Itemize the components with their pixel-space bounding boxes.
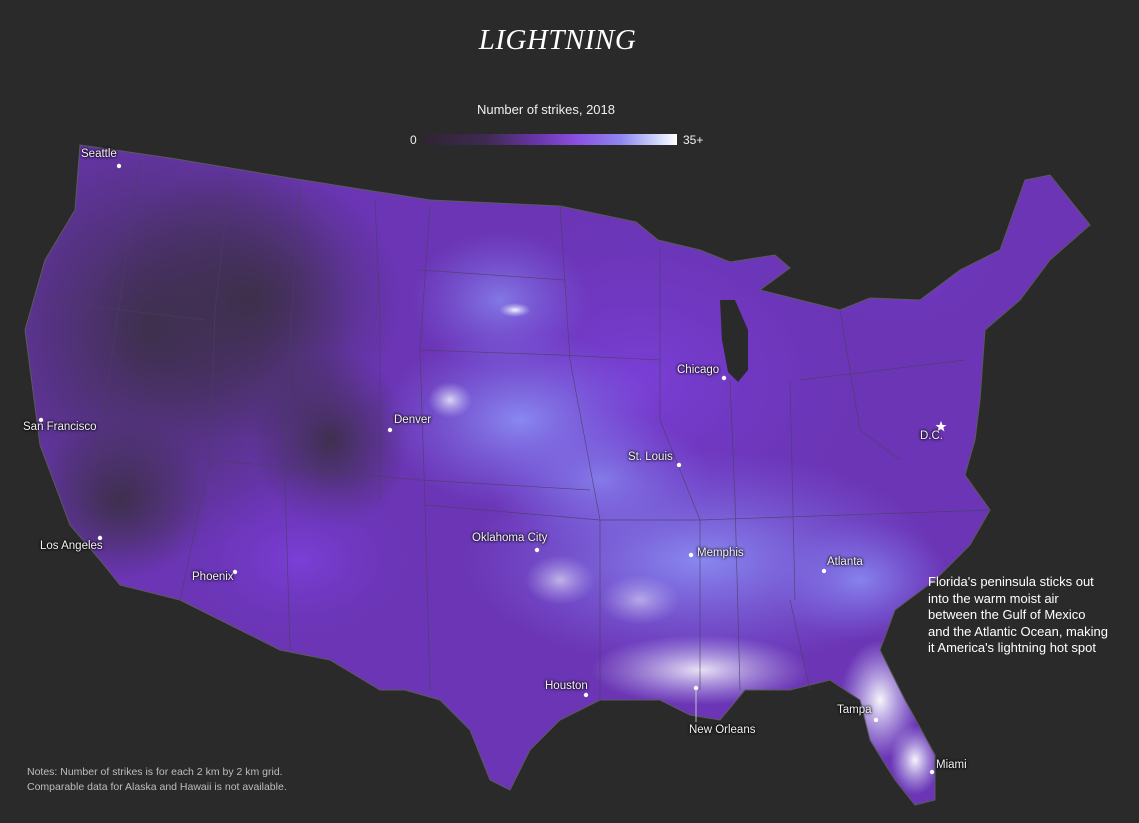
city-dot-phoenix [232, 569, 238, 575]
city-dot-atlanta [821, 568, 827, 574]
city-dot-chicago [721, 375, 727, 381]
legend-title: Number of strikes, 2018 [476, 102, 615, 117]
city-dot-houston [583, 692, 589, 698]
city-label-tampa: Tampa [837, 704, 872, 716]
legend-max-label: 35+ [683, 133, 704, 147]
city-label-atlanta: Atlanta [827, 556, 863, 568]
city-label-phoenix: Phoenix [192, 571, 234, 583]
city-label-memphis: Memphis [697, 547, 744, 559]
city-label-new-orleans: New Orleans [689, 724, 756, 736]
city-label-dc: D.C. [920, 430, 943, 442]
city-dot-san-francisco [38, 417, 44, 423]
legend-min-label: 0 [410, 133, 417, 147]
dc-capital-star-icon [935, 421, 947, 432]
city-dot-denver [387, 427, 393, 433]
city-dot-los-angeles [97, 535, 103, 541]
city-dot-tampa [873, 717, 879, 723]
city-label-san-francisco: San Francisco [23, 421, 97, 433]
city-dot-st-louis [676, 462, 682, 468]
city-dot-oklahoma-city [534, 547, 540, 553]
city-dot-seattle [116, 163, 122, 169]
city-label-oklahoma-city: Oklahoma City [472, 532, 548, 544]
lake-michigan [720, 300, 748, 382]
city-label-chicago: Chicago [677, 364, 720, 376]
state-boundaries [39, 159, 991, 700]
city-dot-miami [929, 769, 935, 775]
footnotes: Notes: Number of strikes is for each 2 k… [27, 765, 287, 795]
city-label-los-angeles: Los Angeles [40, 540, 103, 552]
florida-annotation: Florida's peninsula sticks out into the … [928, 574, 1108, 655]
map-title: LIGHTNING [478, 24, 637, 56]
city-label-houston: Houston [545, 680, 588, 692]
city-dot-memphis [688, 552, 694, 558]
city-label-st-louis: St. Louis [628, 451, 673, 463]
city-label-seattle: Seattle [81, 148, 117, 160]
city-label-miami: Miami [936, 759, 967, 771]
city-label-denver: Denver [394, 414, 432, 426]
legend-color-scale [423, 134, 677, 145]
footnote-line-1: Notes: Number of strikes is for each 2 k… [27, 766, 283, 778]
footnote-line-2: Comparable data for Alaska and Hawaii is… [27, 781, 287, 793]
city-dot-new-orleans [693, 685, 699, 691]
